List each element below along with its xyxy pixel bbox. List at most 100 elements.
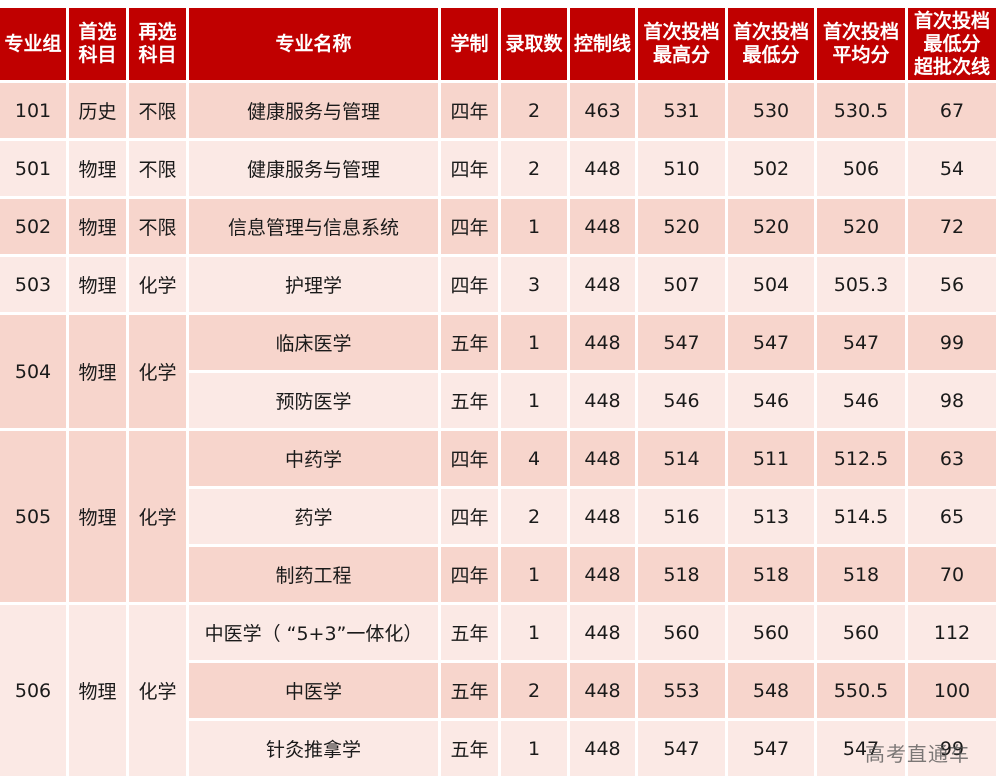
over-line-cell: 67 <box>908 83 996 138</box>
group-code-cell: 506 <box>0 605 66 776</box>
control-line-cell: 448 <box>570 199 635 254</box>
admit-count-cell: 2 <box>501 489 567 544</box>
control-line-cell: 448 <box>570 431 635 486</box>
second-subject-cell: 化学 <box>129 605 186 776</box>
duration-cell: 四年 <box>441 141 498 196</box>
avg-score-cell: 546 <box>817 373 905 428</box>
table-row: 101 历史 不限 健康服务与管理 四年 2 463 531 530 530.5 67 <box>0 83 996 138</box>
max-score-cell: 547 <box>638 315 725 370</box>
avg-score-cell: 547 <box>817 721 905 776</box>
control-line-cell: 448 <box>570 141 635 196</box>
max-score-cell: 507 <box>638 257 725 312</box>
major-name-cell: 中医学（ “5+3”一体化） <box>189 605 438 660</box>
group-code-cell: 502 <box>0 199 66 254</box>
header-line: 超批次线 <box>913 55 990 78</box>
major-name-cell: 药学 <box>189 489 438 544</box>
over-line-cell: 70 <box>908 547 996 602</box>
admission-score-table: 专业组 首选 科目 再选 科目 专业名称 学制 录取数 控制线 首次投档 最高分 首次投档 最低分 首次投… <box>0 5 999 779</box>
admit-count-cell: 1 <box>501 605 567 660</box>
header-line: 学制 <box>450 32 489 55</box>
first-subject-cell: 历史 <box>69 83 126 138</box>
avg-score-cell: 520 <box>817 199 905 254</box>
table-row: 针灸推拿学 五年 1 448 547 547 547 99 <box>0 721 996 776</box>
first-subject-cell: 物理 <box>69 315 126 428</box>
major-name-cell: 临床医学 <box>189 315 438 370</box>
over-line-cell: 56 <box>908 257 996 312</box>
over-line-cell: 112 <box>908 605 996 660</box>
duration-cell: 五年 <box>441 663 498 718</box>
header-line: 专业名称 <box>275 32 352 55</box>
group-code-cell: 501 <box>0 141 66 196</box>
header-line: 平均分 <box>832 44 890 66</box>
header-major-name: 专业名称 <box>189 8 438 80</box>
max-score-cell: 547 <box>638 721 725 776</box>
header-row: 专业组 首选 科目 再选 科目 专业名称 学制 录取数 控制线 首次投档 最高分 首次投档 最低分 首次投… <box>0 8 996 80</box>
avg-score-cell: 547 <box>817 315 905 370</box>
control-line-cell: 448 <box>570 547 635 602</box>
table-row: 503 物理 化学 护理学 四年 3 448 507 504 505.3 56 <box>0 257 996 312</box>
header-first-subject: 首选 科目 <box>69 8 126 80</box>
header-line: 首次投档 <box>913 9 990 32</box>
major-name-cell: 针灸推拿学 <box>189 721 438 776</box>
major-name-cell: 健康服务与管理 <box>189 83 438 138</box>
second-subject-cell: 不限 <box>129 199 186 254</box>
admit-count-cell: 2 <box>501 141 567 196</box>
max-score-cell: 546 <box>638 373 725 428</box>
min-score-cell: 547 <box>728 721 814 776</box>
over-line-cell: 98 <box>908 373 996 428</box>
header-line: 控制线 <box>573 32 631 55</box>
avg-score-cell: 530.5 <box>817 83 905 138</box>
table-row: 506 物理 化学 中医学（ “5+3”一体化） 五年 1 448 560 560 560 112 <box>0 605 996 776</box>
table-row: 药学 四年 2 448 516 513 514.5 65 <box>0 489 996 544</box>
over-line-cell: 65 <box>908 489 996 544</box>
min-score-cell: 518 <box>728 547 814 602</box>
max-score-cell: 514 <box>638 431 725 486</box>
header-control-line: 控制线 <box>570 8 635 80</box>
avg-score-cell: 506 <box>817 141 905 196</box>
min-score-cell: 504 <box>728 257 814 312</box>
control-line-cell: 448 <box>570 373 635 428</box>
first-subject-cell: 物理 <box>69 431 126 602</box>
major-name-cell: 中药学 <box>189 431 438 486</box>
control-line-cell: 463 <box>570 83 635 138</box>
max-score-cell: 516 <box>638 489 725 544</box>
header-line: 专业组 <box>4 32 62 55</box>
header-line: 再选 <box>138 21 177 43</box>
max-score-cell: 510 <box>638 141 725 196</box>
header-max-score: 首次投档 最高分 <box>638 8 725 80</box>
max-score-cell: 520 <box>638 199 725 254</box>
min-score-cell: 548 <box>728 663 814 718</box>
group-code-cell: 504 <box>0 315 66 428</box>
min-score-cell: 513 <box>728 489 814 544</box>
admit-count-cell: 1 <box>501 547 567 602</box>
second-subject-cell: 化学 <box>129 315 186 428</box>
major-name-cell: 护理学 <box>189 257 438 312</box>
over-line-cell: 100 <box>908 663 996 718</box>
duration-cell: 五年 <box>441 373 498 428</box>
header-avg-score: 首次投档 平均分 <box>817 8 905 80</box>
table-row: 中医学 五年 2 448 553 548 550.5 100 <box>0 663 996 718</box>
second-subject-cell: 不限 <box>129 83 186 138</box>
min-score-cell: 546 <box>728 373 814 428</box>
avg-score-cell: 550.5 <box>817 663 905 718</box>
avg-score-cell: 518 <box>817 547 905 602</box>
duration-cell: 五年 <box>441 721 498 776</box>
group-code-cell: 101 <box>0 83 66 138</box>
second-subject-cell: 不限 <box>129 141 186 196</box>
header-line: 首次投档 <box>732 21 809 43</box>
table-body: 101 历史 不限 健康服务与管理 四年 2 463 531 530 530.5 67 501 物理 不限… <box>0 83 996 776</box>
over-line-cell: 99 <box>908 721 996 776</box>
major-name-cell: 健康服务与管理 <box>189 141 438 196</box>
avg-score-cell: 514.5 <box>817 489 905 544</box>
duration-cell: 四年 <box>441 489 498 544</box>
min-score-cell: 530 <box>728 83 814 138</box>
min-score-cell: 511 <box>728 431 814 486</box>
duration-cell: 四年 <box>441 257 498 312</box>
major-name-cell: 中医学 <box>189 663 438 718</box>
header-min-score: 首次投档 最低分 <box>728 8 814 80</box>
major-name-cell: 制药工程 <box>189 547 438 602</box>
max-score-cell: 560 <box>638 605 725 660</box>
first-subject-cell: 物理 <box>69 141 126 196</box>
header-group: 专业组 <box>0 8 66 80</box>
min-score-cell: 520 <box>728 199 814 254</box>
